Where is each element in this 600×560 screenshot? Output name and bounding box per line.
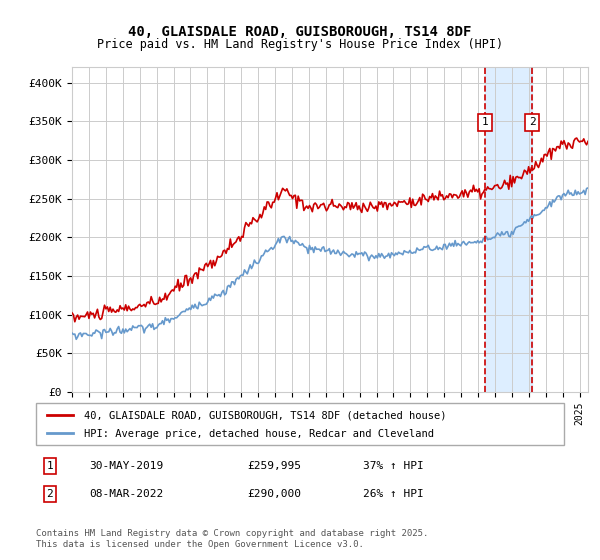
Text: 26% ↑ HPI: 26% ↑ HPI <box>364 489 424 499</box>
Text: Price paid vs. HM Land Registry's House Price Index (HPI): Price paid vs. HM Land Registry's House … <box>97 38 503 50</box>
Text: 08-MAR-2022: 08-MAR-2022 <box>89 489 163 499</box>
Text: 1: 1 <box>47 461 53 471</box>
Text: 2: 2 <box>529 118 535 128</box>
FancyBboxPatch shape <box>36 403 564 445</box>
Text: HPI: Average price, detached house, Redcar and Cleveland: HPI: Average price, detached house, Redc… <box>83 430 434 439</box>
Text: 40, GLAISDALE ROAD, GUISBOROUGH, TS14 8DF (detached house): 40, GLAISDALE ROAD, GUISBOROUGH, TS14 8D… <box>83 411 446 421</box>
Text: 1: 1 <box>482 118 488 128</box>
Text: Contains HM Land Registry data © Crown copyright and database right 2025.
This d: Contains HM Land Registry data © Crown c… <box>36 529 428 549</box>
Bar <box>485 67 532 392</box>
Text: £259,995: £259,995 <box>247 461 301 471</box>
Text: 37% ↑ HPI: 37% ↑ HPI <box>364 461 424 471</box>
Text: £290,000: £290,000 <box>247 489 301 499</box>
Text: 40, GLAISDALE ROAD, GUISBOROUGH, TS14 8DF: 40, GLAISDALE ROAD, GUISBOROUGH, TS14 8D… <box>128 25 472 39</box>
Text: 30-MAY-2019: 30-MAY-2019 <box>89 461 163 471</box>
Text: 2: 2 <box>47 489 53 499</box>
